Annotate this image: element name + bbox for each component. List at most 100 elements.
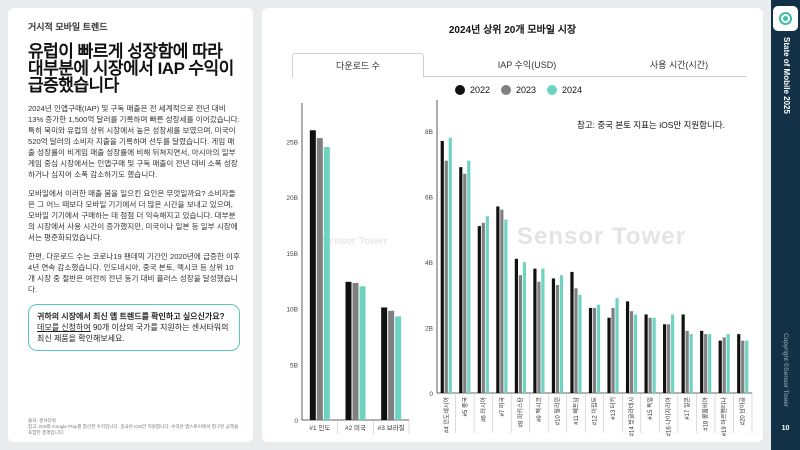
bar-2024: [448, 137, 452, 393]
bar-2022: [345, 281, 352, 420]
y-tick-label: 8B: [425, 129, 433, 136]
bar-2022: [381, 307, 388, 420]
bar-2022: [625, 301, 630, 393]
report-title-vertical: State of Mobile 2025: [779, 37, 793, 147]
watermark-small: Sensor Tower: [322, 236, 388, 247]
bar-2024: [522, 262, 526, 393]
bar-2023: [444, 160, 448, 393]
x-tick-label: #2 미국: [345, 423, 366, 432]
demo-request-link[interactable]: 데모를 신청하여: [37, 323, 91, 332]
bar-2023: [722, 337, 726, 393]
bar-2023: [518, 275, 522, 393]
x-tick-label: #10 필리핀: [553, 397, 561, 425]
bar-2024: [467, 160, 471, 393]
cta-body-text: 90개 이상의 국가를 지원하는 센서타워의 최신 제품을 확인해보세요.: [37, 323, 229, 343]
x-tick-label: #6 러시아: [479, 397, 487, 422]
x-tick-label: #4 인도네시아: [442, 397, 450, 433]
bar-2023: [537, 281, 541, 393]
y-tick-label: 5B: [290, 362, 298, 369]
legend-item-2023: 2023: [501, 83, 536, 97]
bar-2024: [596, 304, 601, 393]
bar-2023: [704, 334, 708, 393]
bar-2022: [533, 268, 537, 393]
bar-2024: [726, 334, 730, 393]
bar-2022: [737, 334, 741, 393]
legend-item-2022: 2022: [455, 83, 490, 97]
bar-2023: [388, 310, 395, 420]
legend-swatch-2023: [501, 85, 511, 95]
bar-charts: 0 5B 10B 15B 20B 25B #1 인도 #2 미국 #3 브라질 0 2B 4B 6B 8…: [286, 100, 753, 436]
bar-2024: [559, 275, 564, 393]
legend-swatch-2022: [455, 85, 465, 95]
legend-label-2023: 2023: [516, 85, 537, 95]
bar-2024: [504, 219, 508, 393]
chart-note: 참고: 중국 본토 지표는 iOS만 지원합니다.: [577, 120, 726, 130]
bar-2024: [615, 298, 619, 393]
legend-label-2022: 2022: [470, 85, 491, 95]
bar-2024: [485, 216, 489, 393]
y-tick-label: 10B: [286, 307, 298, 314]
bar-2022: [477, 226, 481, 393]
watermark: Sensor Tower: [517, 223, 686, 250]
text-panel: 거시적 모바일 트렌드 유럽이 빠르게 성장함에 따라 대부분에 시장에서 IA…: [8, 8, 253, 442]
bar-2023: [667, 324, 671, 393]
bar-2022: [440, 141, 444, 393]
x-tick-label: #14 방글라데시: [628, 397, 636, 436]
bar-2024: [395, 316, 402, 420]
bar-2022: [309, 130, 316, 420]
bar-2024: [745, 340, 749, 393]
copyright-text: Copyright ©Sensor Tower: [782, 333, 789, 408]
bar-2022: [514, 258, 518, 393]
y-tick-label: 0: [429, 391, 433, 398]
chart-panel: 2024년 상위 20개 모바일 시장 다운로드 수 IAP 수익(USD) 사…: [262, 8, 763, 442]
metric-tabs: 다운로드 수 IAP 수익(USD) 사용 시간(시간): [292, 53, 746, 78]
chart-top3-markets: 0 5B 10B 15B 20B 25B #1 인도 #2 미국 #3 브라질: [286, 103, 410, 434]
bar-2024: [671, 314, 675, 393]
y-tick-label: 2B: [425, 326, 433, 333]
body-paragraph-3: 한편, 다운로드 수는 코로나19 팬데믹 기간인 2020년에 급증한 이후 …: [28, 252, 240, 294]
bar-2024: [323, 147, 330, 420]
y-tick-label: 15B: [286, 251, 298, 258]
bar-2022: [496, 206, 500, 393]
report-sidebar: State of Mobile 2025 Copyright ©Sensor T…: [771, 0, 800, 450]
copyright-vertical: Copyright ©Sensor Tower: [779, 333, 793, 423]
legend-label-2024: 2024: [562, 85, 583, 95]
bar-2022: [551, 278, 556, 393]
tab-time-spent[interactable]: 사용 시간(시간): [649, 60, 709, 70]
x-tick-label: #12 이집트: [591, 397, 599, 426]
bar-2023: [685, 330, 689, 393]
bar-2022: [681, 314, 685, 393]
bar-2022: [718, 340, 722, 393]
y-tick-label: 0: [294, 418, 298, 425]
page-headline: 유럽이 빠르게 성장함에 따라 대부분에 시장에서 IAP 수익이 급증했습니다: [28, 42, 234, 95]
bar-2022: [663, 324, 667, 393]
bar-2024: [578, 294, 582, 393]
bar-2023: [316, 138, 323, 421]
tab-downloads[interactable]: 다운로드 수: [292, 53, 424, 78]
bar-2023: [555, 285, 560, 393]
source-footnote: 출처: 센서타워 참고: iOS와 Google Play를 합산한 수치입니다…: [28, 418, 239, 435]
tab-iap-revenue[interactable]: IAP 수익(USD): [497, 60, 557, 70]
report-title-text: State of Mobile 2025: [782, 37, 791, 114]
chart-markets-4-20: 0 2B 4B 6B 8B #4 인도네시아 #5 중국 #6 러시아 #7 미국 #8 파키스탄…: [425, 100, 753, 436]
bar-2022: [570, 271, 574, 393]
bar-2023: [481, 222, 485, 393]
legend-swatch-2024: [547, 85, 557, 95]
cta-box: 귀하의 시장에서 최신 앱 트렌드를 확인하고 싶으신가요? 데모를 신청하여 …: [28, 304, 240, 351]
x-tick-label: #13 터키: [609, 397, 617, 420]
chart-title: 2024년 상위 20개 모바일 시장: [448, 25, 577, 36]
bar-2023: [463, 173, 467, 393]
bar-2024: [633, 314, 638, 393]
bar-2024: [359, 286, 366, 420]
cta-title: 귀하의 시장에서 최신 앱 트렌드를 확인하고 싶으신가요?: [37, 312, 225, 321]
bar-2023: [611, 307, 615, 393]
x-tick-label: #8 파키스탄: [516, 397, 524, 428]
legend-item-2024: 2024: [547, 83, 582, 97]
bar-2024: [708, 334, 712, 393]
body-paragraph-1: 2024년 인앱구매(IAP) 및 구독 매출은 전 세계적으로 전년 대비 1…: [28, 104, 240, 179]
y-tick-label: 6B: [425, 195, 433, 202]
x-tick-label: #9 멕시코: [535, 397, 543, 422]
bar-2024: [689, 334, 693, 393]
bar-2023: [574, 288, 578, 393]
bar-2024: [652, 317, 656, 393]
